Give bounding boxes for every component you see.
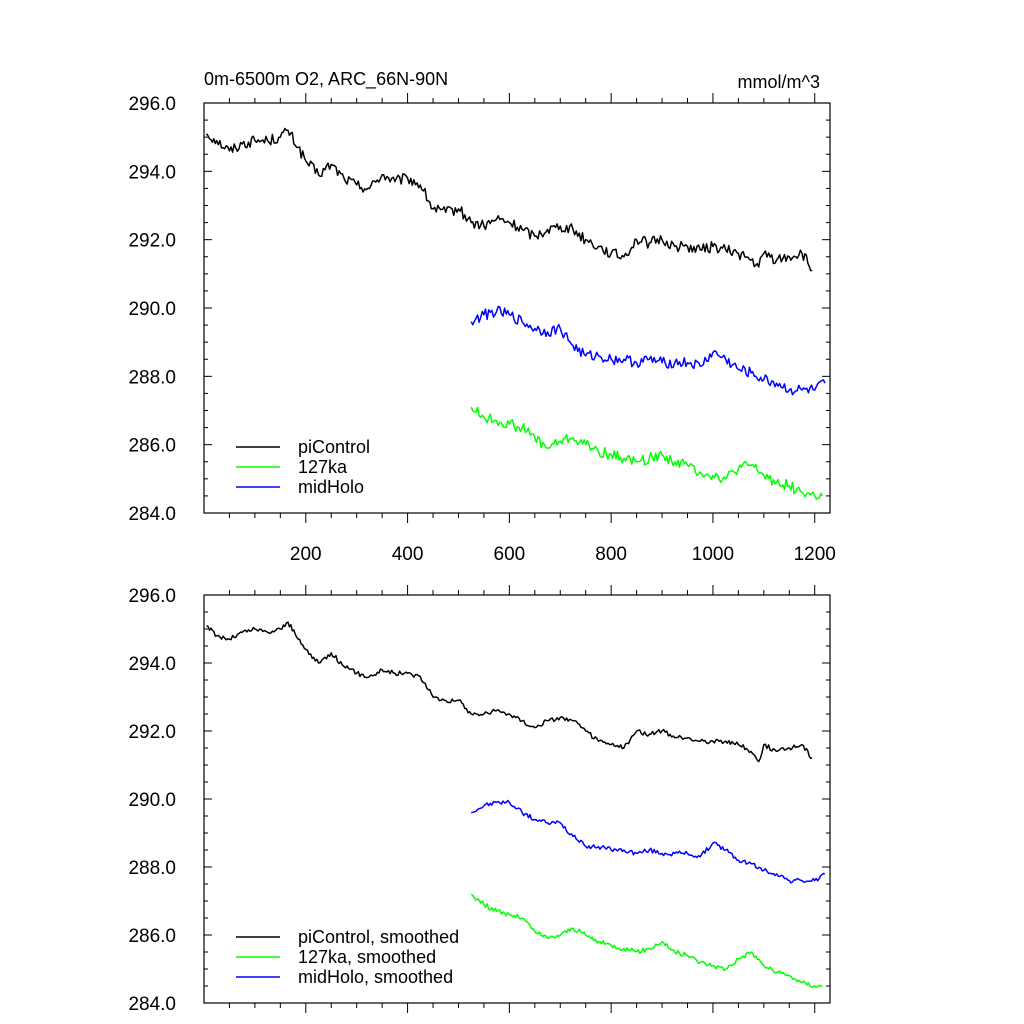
x-tick-label: 200 — [290, 544, 322, 565]
x-tick-label: 400 — [392, 544, 424, 565]
top-panel: 284.0 286.0 288.0 290.0 292.0 294.0 296.0 200 40… — [128, 69, 835, 565]
y-tick-label: 292.0 — [128, 231, 176, 252]
legend-label: midHolo — [298, 477, 364, 497]
y-tick-label: 294.0 — [128, 162, 176, 183]
series-line-picontrol-smoothed — [206, 621, 813, 763]
series-line-127ka — [470, 406, 824, 500]
legend-label: midHolo, smoothed — [298, 967, 453, 987]
x-tick-label: 1000 — [692, 544, 734, 565]
series-line-midholo — [470, 305, 826, 396]
y-tick-label: 284.0 — [128, 504, 176, 525]
legend-label: 127ka, smoothed — [298, 947, 436, 967]
units-label: mmol/m^3 — [738, 72, 820, 92]
bottom-panel: 284.0 286.0 288.0 290.0 292.0 294.0 296.0 piCon… — [128, 585, 831, 1015]
y-tick-label: 284.0 — [128, 994, 176, 1015]
y-tick-label: 296.0 — [128, 586, 176, 607]
y-tick-label: 292.0 — [128, 722, 176, 743]
legend-label: piControl, smoothed — [298, 927, 459, 947]
y-tick-label: 288.0 — [128, 367, 176, 388]
series-line-127ka-smoothed — [470, 893, 823, 988]
chart-title: 0m-6500m O2, ARC_66N-90N — [204, 69, 448, 90]
y-tick-label: 294.0 — [128, 654, 176, 675]
x-tick-label: 1200 — [794, 544, 836, 565]
x-tick-label: 800 — [595, 544, 627, 565]
series-line-midholo-smoothed — [471, 799, 826, 884]
legend-label: piControl — [298, 437, 370, 457]
y-tick-label: 290.0 — [128, 299, 176, 320]
series-line-picontrol — [205, 127, 813, 272]
x-tick-label: 600 — [494, 544, 526, 565]
y-tick-label: 286.0 — [128, 926, 176, 947]
y-tick-label: 296.0 — [128, 94, 176, 115]
y-tick-label: 290.0 — [128, 790, 176, 811]
y-tick-label: 288.0 — [128, 858, 176, 879]
legend-label: 127ka — [298, 457, 348, 477]
y-tick-label: 286.0 — [128, 436, 176, 457]
